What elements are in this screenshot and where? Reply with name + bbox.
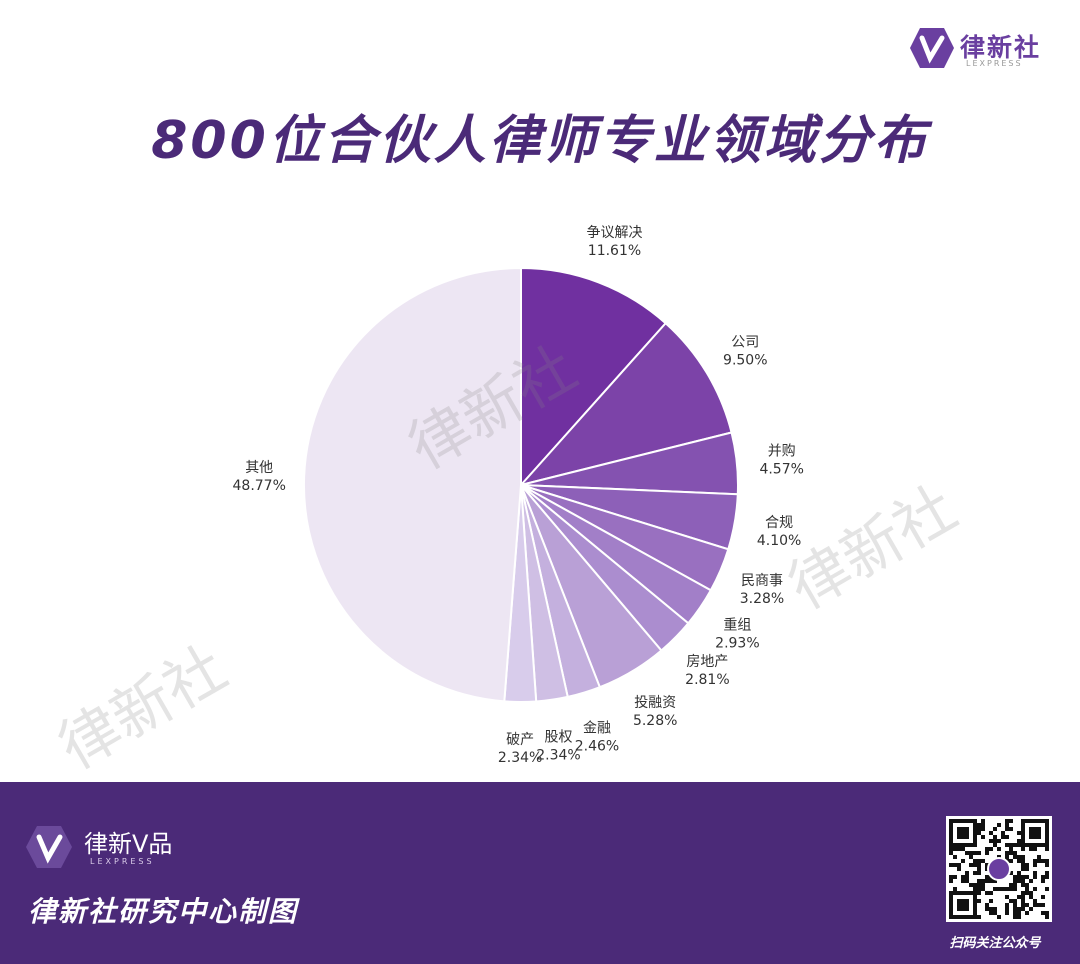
qr-code[interactable] xyxy=(946,816,1052,922)
slice-percent-label: 5.28% xyxy=(633,713,677,729)
slice-percent-label: 4.57% xyxy=(759,462,803,478)
pie-slice xyxy=(302,266,522,703)
slice-category-label: 其他 xyxy=(245,460,273,476)
slice-percent-label: 2.81% xyxy=(685,672,729,688)
footer-credit: 律新社研究中心制图 xyxy=(28,895,299,928)
slice-label: 合规 4.10% xyxy=(757,515,801,549)
pie-chart: 争议解决 11.61% 公司 9.50% 并购 4.57% 合规 4.10% 民商事 3.28% 重… xyxy=(233,225,804,766)
slice-category-label: 投融资 xyxy=(634,695,676,711)
slice-label: 金融 2.46% xyxy=(575,721,619,755)
brand-subtitle: LEXPRESS xyxy=(966,59,1023,68)
slice-percent-label: 2.34% xyxy=(498,750,542,766)
slice-category-label: 重组 xyxy=(723,618,751,634)
footer-brand-subtitle: LEXPRESS xyxy=(90,857,155,866)
slice-category-label: 公司 xyxy=(731,335,759,351)
slice-label: 公司 9.50% xyxy=(723,335,767,369)
slice-category-label: 房地产 xyxy=(686,654,728,670)
pie-slice xyxy=(518,321,733,487)
slice-label: 投融资 5.28% xyxy=(633,695,677,729)
footer-brand: 律新V品 xyxy=(84,830,173,858)
slice-label: 股权 2.34% xyxy=(536,729,580,763)
qr-code-icon xyxy=(949,819,1049,919)
slice-percent-label: 2.93% xyxy=(715,636,759,652)
slice-category-label: 争议解决 xyxy=(587,225,643,241)
slice-percent-label: 2.46% xyxy=(575,739,619,755)
slice-label: 民商事 3.28% xyxy=(740,573,784,607)
slice-category-label: 金融 xyxy=(583,721,611,737)
slice-category-label: 破产 xyxy=(506,732,534,748)
slice-percent-label: 48.77% xyxy=(233,478,286,494)
slice-label: 破产 2.34% xyxy=(498,732,542,766)
slice-percent-label: 3.28% xyxy=(740,591,784,607)
slice-percent-label: 9.50% xyxy=(723,353,767,369)
slice-label: 重组 2.93% xyxy=(715,618,759,652)
slice-category-label: 并购 xyxy=(768,444,796,460)
slice-percent-label: 11.61% xyxy=(588,243,641,259)
slice-percent-label: 4.10% xyxy=(757,533,801,549)
brand-logo: 律新社 LEXPRESS xyxy=(908,26,1058,70)
slice-category-label: 合规 xyxy=(765,515,793,531)
hexagon-v-logo-icon xyxy=(26,826,72,868)
page-title: 800位合伙人律师专业领域分布 xyxy=(151,111,929,171)
slice-label: 其他 48.77% xyxy=(233,460,286,494)
hexagon-v-logo-icon xyxy=(910,28,954,68)
slice-percent-label: 2.34% xyxy=(536,747,580,763)
pie-slice xyxy=(520,266,668,488)
qr-caption: 扫码关注公众号 xyxy=(949,936,1041,951)
slice-label: 争议解决 11.61% xyxy=(587,225,643,259)
slice-category-label: 民商事 xyxy=(741,573,783,589)
slice-label: 房地产 2.81% xyxy=(685,654,729,688)
footer-banner: 律新V品 LEXPRESS 律新社研究中心制图 扫码关注公众号 xyxy=(0,782,1080,964)
slice-label: 并购 4.57% xyxy=(759,444,803,478)
slice-category-label: 股权 xyxy=(545,729,573,745)
brand-name: 律新社 xyxy=(960,33,1042,62)
